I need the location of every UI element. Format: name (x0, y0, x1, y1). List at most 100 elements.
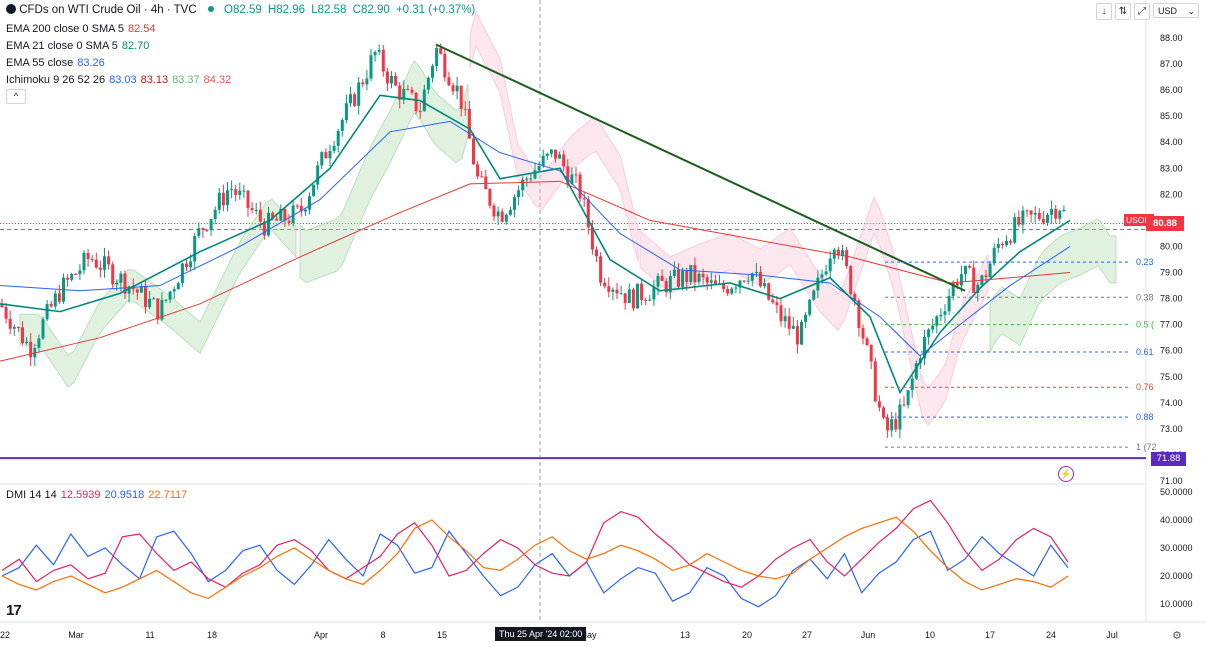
candle-body (853, 293, 857, 301)
candle-body (939, 314, 943, 317)
candle-body (439, 47, 443, 54)
candle-body (135, 289, 139, 293)
candle-body (390, 75, 393, 84)
x-axis-tick: 20 (742, 630, 752, 640)
collapse-legend-button[interactable]: ^ (6, 89, 26, 104)
unlink-icon[interactable]: ⇅ (1115, 3, 1131, 20)
candle-body (800, 321, 803, 345)
ema55-legend[interactable]: EMA 55 close 83.26 (6, 57, 105, 69)
candle-body (660, 275, 664, 281)
candle-body (328, 150, 332, 159)
candle-body (369, 55, 373, 79)
dmi-legend[interactable]: DMI 14 14 12.5939 20.9518 22.7117 (6, 489, 188, 501)
candle-body (226, 190, 229, 206)
candle-body (275, 218, 279, 221)
candle-body (480, 176, 484, 178)
candle-body (595, 249, 598, 257)
candle-body (504, 214, 508, 222)
candle-body (877, 401, 881, 408)
arrow-down-icon[interactable]: ↓ (1096, 3, 1112, 20)
candle-body (861, 328, 865, 339)
candle-body (500, 211, 504, 222)
currency-select[interactable]: USD ⌄ (1153, 3, 1199, 18)
candle-body (447, 77, 451, 86)
candle-body (857, 300, 861, 329)
candle-body (656, 275, 660, 287)
tradingview-logo[interactable]: 17 (6, 602, 22, 619)
candle-body (582, 198, 586, 200)
candle-body (554, 149, 557, 159)
symbol-icon (6, 4, 16, 14)
candle-body (45, 304, 49, 320)
candle-body (685, 270, 689, 283)
candle-body (931, 325, 935, 330)
candle-body (841, 250, 844, 256)
candle-body (353, 94, 357, 106)
candle-body (759, 271, 762, 287)
candle-body (730, 288, 734, 294)
ohlc-low: L82.58 (311, 4, 347, 16)
candle-body (402, 88, 406, 100)
ema21-line (0, 94, 1071, 395)
candle-body (357, 82, 361, 106)
candle-body (131, 286, 135, 290)
candle-body (242, 190, 246, 192)
candle-body (21, 327, 24, 344)
ichimoku-cloud-bear (469, 10, 639, 262)
candle-body (418, 111, 422, 113)
candle-body (693, 264, 697, 283)
y-axis-tick: 87.00 (1160, 59, 1183, 69)
candle-body (541, 155, 545, 167)
candle-body (492, 205, 496, 217)
candle-body (672, 269, 676, 276)
candle-body (98, 267, 102, 270)
y-axis-tick: 73.00 (1160, 424, 1183, 434)
candle-body (238, 190, 242, 195)
candle-body (496, 211, 500, 217)
dmi-axis-tick: 30.0000 (1160, 543, 1193, 553)
symbol-title: CFDs on WTI Crude Oil · 4h · TVC (19, 4, 197, 16)
candle-body (1005, 241, 1008, 246)
candle-body (381, 49, 385, 72)
candle-body (267, 212, 270, 236)
ema200-legend[interactable]: EMA 200 close 0 SMA 5 82.54 (6, 23, 156, 35)
candle-body (668, 275, 672, 293)
fib-level-label: 0.38 (1136, 292, 1154, 302)
x-axis-tick: Jul (1106, 630, 1118, 640)
ema21-legend[interactable]: EMA 21 close 0 SMA 5 82.70 (6, 40, 150, 52)
candle-body (996, 244, 1000, 248)
candle-body (890, 419, 894, 431)
candle-body (344, 103, 348, 120)
candle-body (254, 209, 258, 211)
candle-body (1054, 208, 1058, 219)
fib-level-label: 0.61 (1136, 347, 1154, 357)
candle-body (508, 209, 512, 215)
candle-body (1033, 212, 1037, 215)
candle-body (599, 256, 603, 283)
candle-body (1037, 212, 1041, 219)
flash-icon[interactable]: ⚡ (1058, 466, 1074, 482)
candle-body (808, 299, 812, 315)
candle-body (279, 208, 283, 221)
candle-body (681, 270, 685, 287)
candle-body (984, 275, 988, 278)
candle-body (488, 189, 492, 206)
candle-body (25, 341, 29, 344)
candle-body (258, 209, 262, 222)
x-axis-tick: 10 (925, 630, 935, 640)
candle-body (775, 302, 779, 306)
candle-body (894, 419, 898, 430)
candle-body (107, 256, 111, 265)
ichimoku-legend[interactable]: Ichimoku 9 26 52 26 83.03 83.13 83.37 84.32 (6, 74, 232, 86)
candle-body (320, 152, 324, 166)
fullscreen-icon[interactable]: ⤢ (1134, 3, 1150, 20)
candle-body (689, 264, 693, 283)
market-status-icon (207, 6, 214, 12)
candle-body (144, 286, 147, 308)
gear-icon[interactable]: ⚙ (1172, 630, 1182, 642)
candle-body (156, 298, 160, 320)
candle-body (935, 316, 939, 326)
x-axis-tick: 13 (680, 630, 690, 640)
candle-body (824, 271, 828, 275)
